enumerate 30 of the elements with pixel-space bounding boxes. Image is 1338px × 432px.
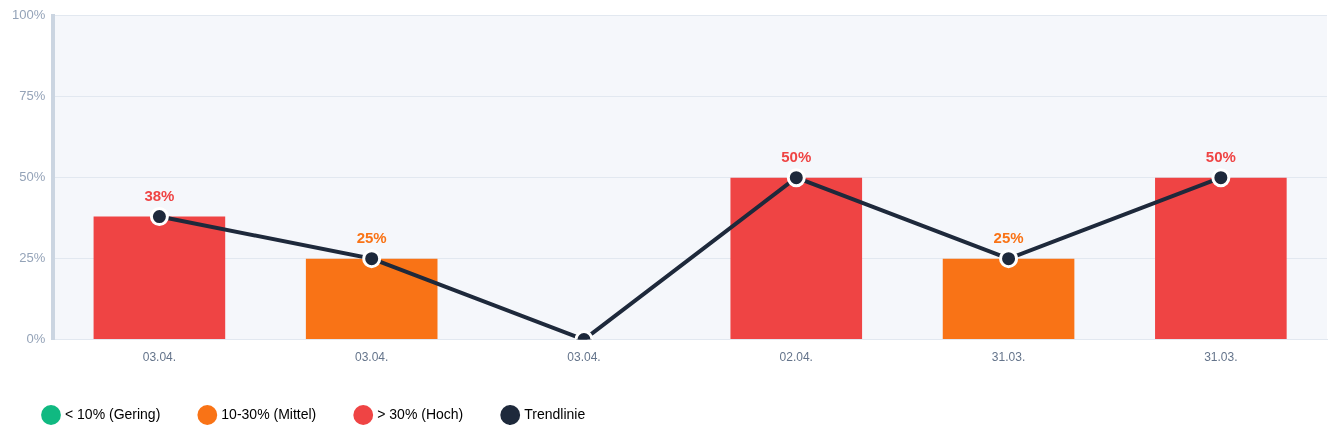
legend-label: < 10% (Gering) bbox=[65, 405, 161, 422]
bar bbox=[942, 258, 1075, 340]
bar bbox=[730, 177, 863, 340]
legend-label: > 30% (Hoch) bbox=[377, 405, 464, 422]
y-tick-label: 0% bbox=[26, 331, 46, 347]
data-label: 50% bbox=[1205, 148, 1236, 166]
y-tick-label: 75% bbox=[19, 88, 46, 104]
point bbox=[1211, 168, 1231, 188]
bar bbox=[93, 216, 226, 340]
x-tick-label: 31.03. bbox=[1204, 350, 1238, 365]
x-tick-label: 03.04. bbox=[567, 350, 601, 365]
data-label: 25% bbox=[356, 229, 387, 247]
x-tick-label: 03.04. bbox=[142, 350, 177, 365]
bar bbox=[305, 258, 438, 340]
point bbox=[362, 249, 382, 269]
y-tick-label: 100% bbox=[12, 7, 46, 23]
x-tick-label: 31.03. bbox=[991, 350, 1026, 365]
y-tick-label: 25% bbox=[19, 250, 46, 266]
point bbox=[999, 249, 1019, 269]
legend-label: Trendlinie bbox=[524, 405, 586, 422]
point bbox=[786, 168, 806, 188]
data-label: 38% bbox=[144, 187, 175, 205]
point bbox=[149, 207, 169, 227]
x-tick-label: 03.04. bbox=[355, 350, 389, 365]
x-tick-label: 02.04. bbox=[779, 350, 813, 365]
legend-label: 10-30% (Mittel) bbox=[221, 405, 317, 422]
bar bbox=[1155, 177, 1287, 340]
data-label: 25% bbox=[993, 229, 1024, 247]
y-tick-label: 50% bbox=[19, 169, 46, 185]
data-label: 50% bbox=[781, 148, 812, 166]
